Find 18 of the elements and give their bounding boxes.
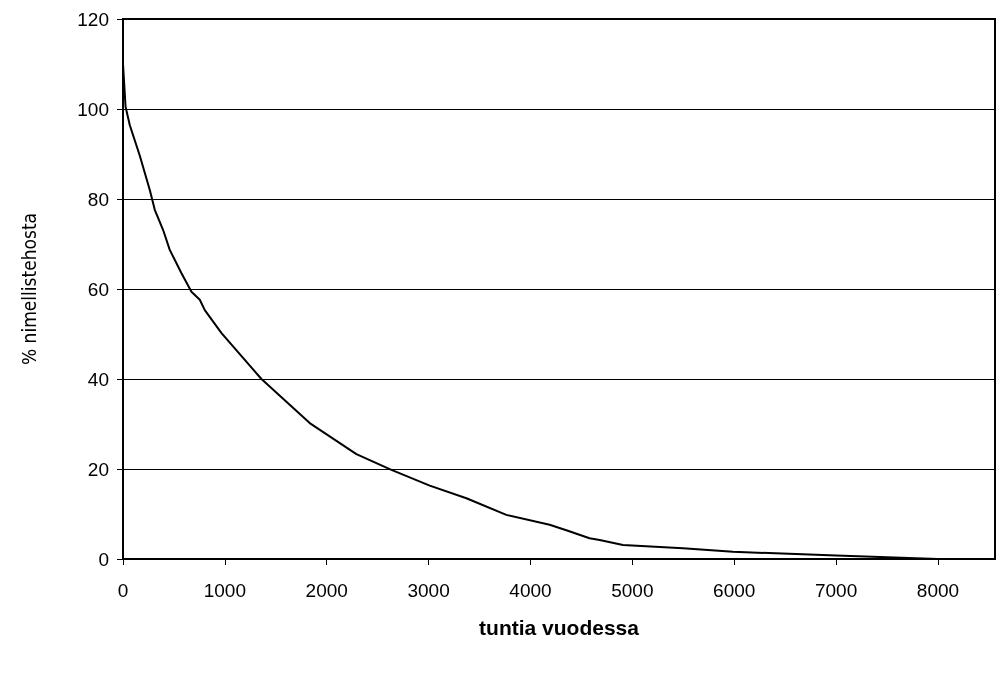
y-axis-title: % nimellistehosta bbox=[17, 212, 40, 366]
x-tick-label: 1000 bbox=[203, 580, 247, 601]
x-tick-label: 4000 bbox=[509, 580, 552, 601]
x-tick-label: 0 bbox=[117, 580, 129, 601]
x-tick-label: 7000 bbox=[814, 580, 858, 601]
y-tick-label: 80 bbox=[87, 188, 109, 210]
y-tick-label: 60 bbox=[87, 278, 109, 300]
x-tick-label: 3000 bbox=[407, 580, 450, 601]
x-tick-label: 8000 bbox=[916, 580, 960, 601]
y-tick-label: 40 bbox=[87, 368, 109, 390]
y-tick-label: 20 bbox=[87, 458, 109, 480]
y-tick-label: 120 bbox=[77, 8, 109, 30]
x-tick-label: 6000 bbox=[713, 580, 756, 601]
x-tick-label: 5000 bbox=[611, 580, 654, 601]
x-axis-title: tuntia vuodessa bbox=[479, 616, 640, 639]
y-tick-label: 100 bbox=[77, 98, 109, 120]
y-tick-label: 0 bbox=[98, 548, 109, 570]
x-tick-label: 2000 bbox=[305, 580, 348, 601]
